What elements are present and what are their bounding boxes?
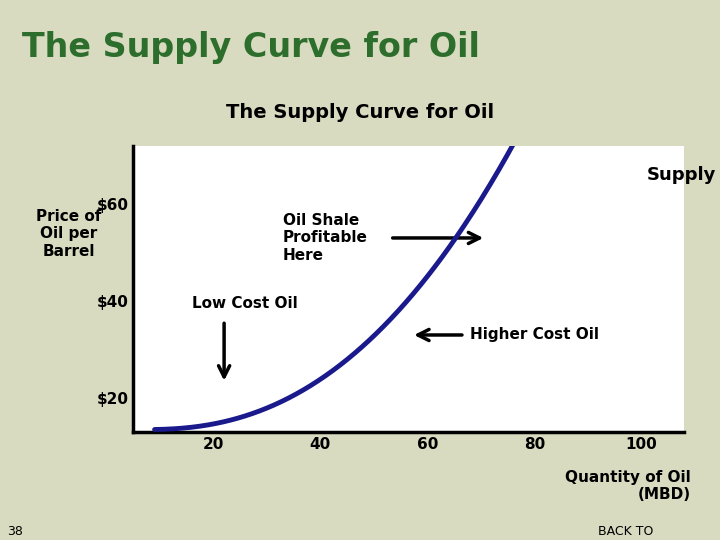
Text: 38: 38 <box>7 524 23 538</box>
Text: Oil Shale
Profitable
Here: Oil Shale Profitable Here <box>283 213 368 263</box>
Text: Quantity of Oil
(MBD): Quantity of Oil (MBD) <box>565 470 691 502</box>
Text: Higher Cost Oil: Higher Cost Oil <box>470 327 599 342</box>
Text: Price of
Oil per
Barrel: Price of Oil per Barrel <box>36 209 101 259</box>
Text: Supply: Supply <box>647 166 716 184</box>
Text: BACK TO: BACK TO <box>598 524 653 538</box>
Text: The Supply Curve for Oil: The Supply Curve for Oil <box>226 103 494 122</box>
Text: The Supply Curve for Oil: The Supply Curve for Oil <box>22 31 480 64</box>
Text: Low Cost Oil: Low Cost Oil <box>192 296 298 310</box>
